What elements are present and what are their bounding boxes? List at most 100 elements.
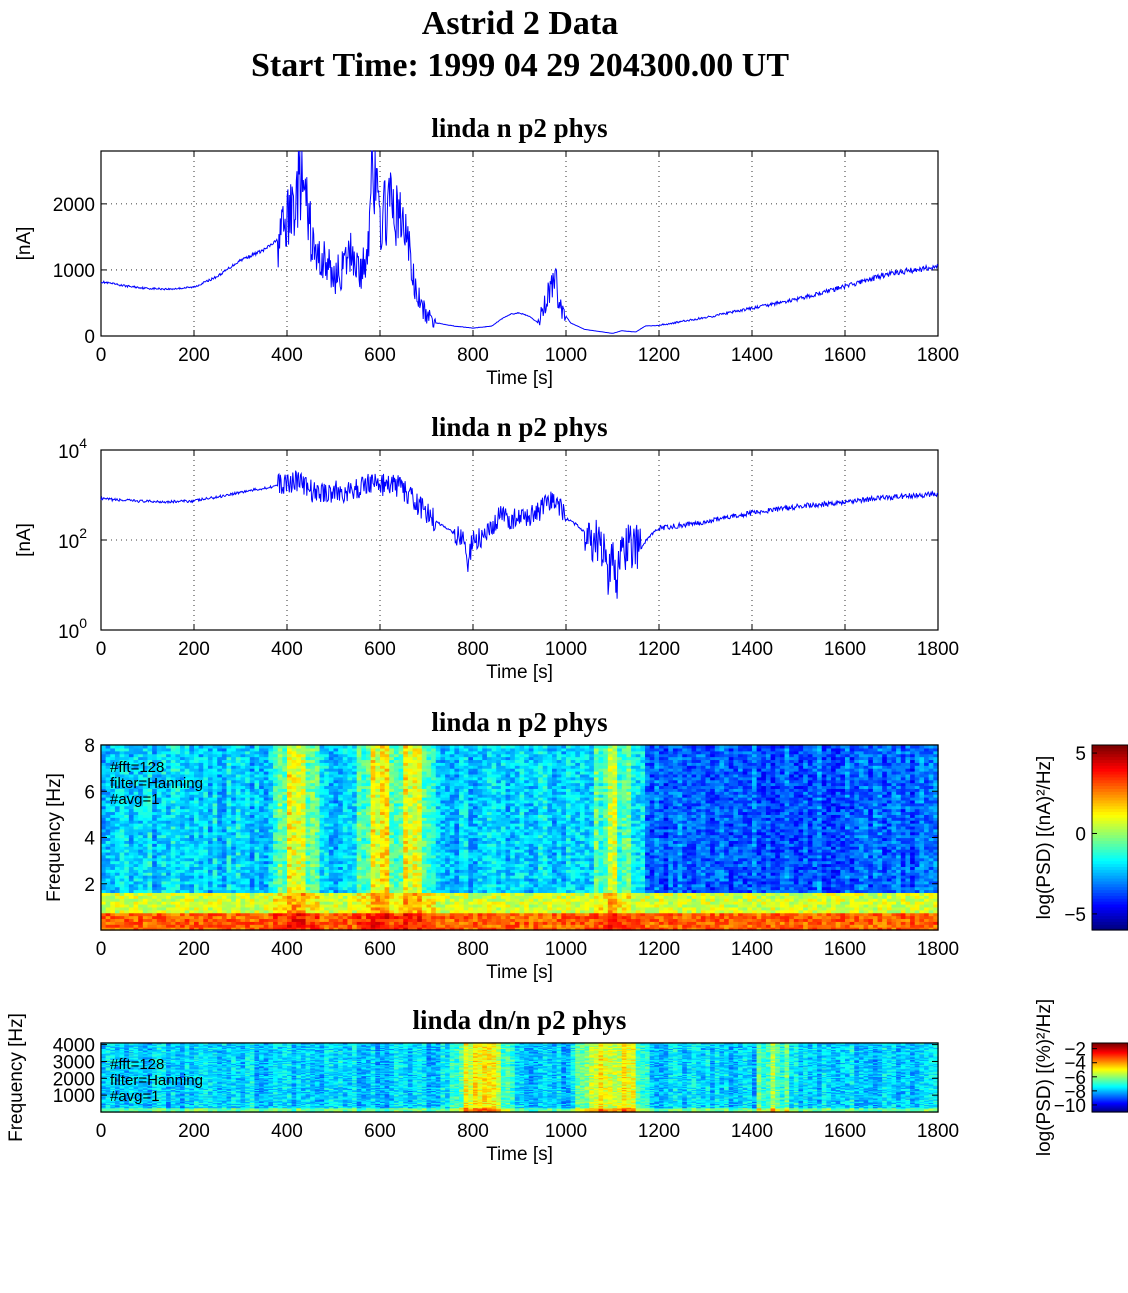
x-tick-label: 1600	[824, 939, 866, 960]
x-tick-label: 800	[457, 345, 489, 366]
x-tick-label: 1200	[638, 639, 680, 660]
spectrogram-image	[101, 745, 939, 931]
x-tick-label: 1200	[638, 939, 680, 960]
annotation-avg: #avg=1	[110, 792, 203, 808]
plot-title: linda n p2 phys	[431, 707, 607, 737]
x-tick-label: 1400	[731, 639, 773, 660]
x-tick-label: 600	[364, 939, 396, 960]
spectrogram1-annotation: #fft=128 filter=Hanning #avg=1	[110, 760, 203, 808]
x-tick-label: 1000	[545, 939, 587, 960]
annotation-filter: filter=Hanning	[110, 776, 203, 792]
x-tick-label: 0	[96, 939, 107, 960]
x-tick-label: 200	[178, 345, 210, 366]
plot-title: linda n p2 phys	[431, 113, 607, 143]
colorbar-tick-label: −6	[1064, 1068, 1086, 1089]
x-tick-label: 400	[271, 345, 303, 366]
plot-2: linda n p2 phys 0 200 400 600 800 1000 1200 1400…	[14, 412, 959, 683]
colorbar-label: log(PSD) [(nA)²/Hz]	[1034, 756, 1055, 920]
colorbar-tick-label: −5	[1064, 905, 1086, 926]
y-tick-label: 4000	[53, 1036, 95, 1057]
series-line	[100, 470, 939, 599]
y-tick-label: 6	[84, 782, 95, 803]
x-tick-label: 1000	[545, 1121, 587, 1142]
y-axis-label: Frequency [Hz]	[6, 1013, 27, 1142]
x-tick-label: 1800	[917, 345, 959, 366]
colorbar-frame	[1091, 744, 1128, 931]
x-axis-label: Time [s]	[486, 368, 553, 389]
x-tick-label: 0	[96, 1121, 107, 1142]
series-line	[100, 150, 939, 334]
x-tick-label: 200	[178, 939, 210, 960]
spectrogram2-annotation: #fft=128 filter=Hanning #avg=1	[110, 1057, 203, 1105]
colorbar-tick-label: −4	[1064, 1054, 1086, 1075]
y-tick-label: 100	[58, 615, 87, 643]
y-tick-label: 4	[84, 829, 95, 850]
x-axis-label: Time [s]	[486, 962, 553, 983]
x-tick-label: 1600	[824, 639, 866, 660]
plot-frame	[100, 150, 939, 337]
figure-title-line1: Astrid 2 Data	[0, 4, 1040, 44]
annotation-fft: #fft=128	[110, 760, 203, 776]
colorbar-tick-label: −10	[1054, 1096, 1086, 1117]
x-tick-label: 1400	[731, 345, 773, 366]
x-tick-label: 1800	[917, 939, 959, 960]
x-tick-label: 1200	[638, 1121, 680, 1142]
x-tick-label: 1000	[545, 639, 587, 660]
x-tick-label: 1000	[545, 345, 587, 366]
x-tick-label: 800	[457, 639, 489, 660]
y-tick-label: 104	[58, 435, 87, 463]
colorbar-1: 5 0 −5 log(PSD) [(nA)²/Hz]	[1034, 744, 1128, 931]
x-tick-label: 400	[271, 639, 303, 660]
y-tick-label: 1000	[53, 261, 95, 282]
plot-frame	[100, 1042, 939, 1113]
x-tick-label: 1200	[638, 345, 680, 366]
annotation-filter: filter=Hanning	[110, 1073, 203, 1089]
y-tick-label: 102	[58, 525, 87, 553]
x-tick-label: 1800	[917, 1121, 959, 1142]
plot-title: linda n p2 phys	[431, 412, 607, 442]
spectrogram-image	[101, 1043, 939, 1113]
annotation-avg: #avg=1	[110, 1089, 203, 1105]
y-axis-label: [nA]	[14, 227, 35, 261]
x-tick-label: 0	[96, 345, 107, 366]
x-tick-label: 600	[364, 1121, 396, 1142]
plot-1: linda n p2 phys 0 200 400 600 800 1000 1200 1400…	[14, 113, 959, 389]
colorbar-tick-label: 0	[1075, 824, 1086, 845]
x-tick-label: 1400	[731, 939, 773, 960]
plot-title: linda dn/n p2 phys	[413, 1005, 627, 1035]
colorbar-tick-label: −2	[1064, 1040, 1086, 1061]
x-axis-label: Time [s]	[486, 1144, 553, 1165]
plot-3: linda n p2 phys 0 200 400 600 800 1000 1200 1400…	[44, 707, 959, 983]
x-axis-label: Time [s]	[486, 662, 553, 683]
x-tick-label: 1800	[917, 639, 959, 660]
y-tick-label: 2000	[53, 1069, 95, 1090]
annotation-fft: #fft=128	[110, 1057, 203, 1073]
y-axis-label: Frequency [Hz]	[44, 773, 65, 902]
x-tick-label: 0	[96, 639, 107, 660]
colorbar-tick-label: 5	[1075, 744, 1086, 765]
y-tick-label: 2000	[53, 195, 95, 216]
x-tick-label: 200	[178, 639, 210, 660]
figure-title-line2: Start Time: 1999 04 29 204300.00 UT	[0, 46, 1040, 86]
x-tick-label: 200	[178, 1121, 210, 1142]
y-tick-label: 1000	[53, 1086, 95, 1107]
colorbar-label: log(PSD) [(%)²/Hz]	[1034, 999, 1055, 1156]
x-tick-label: 600	[364, 639, 396, 660]
x-tick-label: 400	[271, 939, 303, 960]
colorbar-tick-label: −8	[1064, 1082, 1086, 1103]
y-tick-label: 0	[84, 327, 95, 348]
y-tick-label: 3000	[53, 1052, 95, 1073]
y-tick-label: 2	[84, 875, 95, 896]
y-tick-label: 8	[84, 736, 95, 757]
x-tick-label: 1600	[824, 1121, 866, 1142]
colorbar-frame	[1091, 1042, 1128, 1113]
x-tick-label: 600	[364, 345, 396, 366]
y-axis-label: [nA]	[14, 523, 35, 557]
plot-4: linda dn/n p2 phys 0 200 400 600 800 1000 1200 1…	[6, 1005, 959, 1165]
x-tick-label: 1600	[824, 345, 866, 366]
x-tick-label: 800	[457, 939, 489, 960]
x-tick-label: 1400	[731, 1121, 773, 1142]
x-tick-label: 400	[271, 1121, 303, 1142]
